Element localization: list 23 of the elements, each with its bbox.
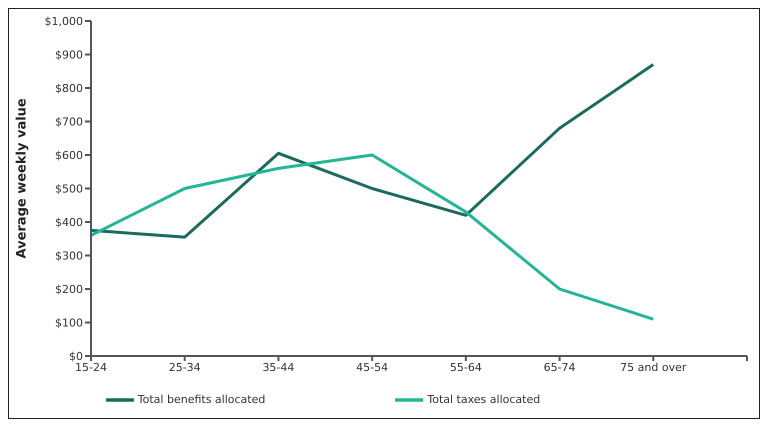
x-tick-label: 35-44 — [262, 360, 294, 374]
y-tick-label: $500 — [55, 182, 83, 196]
y-tick-label: $200 — [55, 282, 83, 296]
y-tick-label: $800 — [55, 82, 83, 95]
y-tick-label: $400 — [55, 216, 83, 229]
line-series — [90, 63, 655, 239]
y-tick-label: $0 — [69, 350, 83, 363]
line-series — [90, 154, 655, 321]
legend-label: Total taxes allocated — [427, 393, 540, 406]
x-tick-label: 25-34 — [168, 360, 201, 374]
y-axis-title: Average weekly value — [14, 98, 30, 258]
x-tick-label: 65-74 — [544, 360, 576, 374]
y-tick-label: $900 — [55, 48, 83, 62]
y-tick-label: $100 — [55, 316, 83, 330]
y-tick-label: $300 — [55, 249, 83, 262]
x-tick-label: 55-64 — [450, 360, 482, 374]
y-tick-label: $700 — [55, 115, 83, 128]
y-tick-label: $600 — [55, 148, 83, 162]
legend-label: Total benefits allocated — [138, 393, 266, 406]
x-tick-label: 45-54 — [356, 360, 388, 374]
x-tick-label: 75 and over — [620, 360, 687, 374]
x-tick-label: 15-24 — [75, 360, 107, 374]
y-tick-label: $1,000 — [44, 14, 83, 28]
